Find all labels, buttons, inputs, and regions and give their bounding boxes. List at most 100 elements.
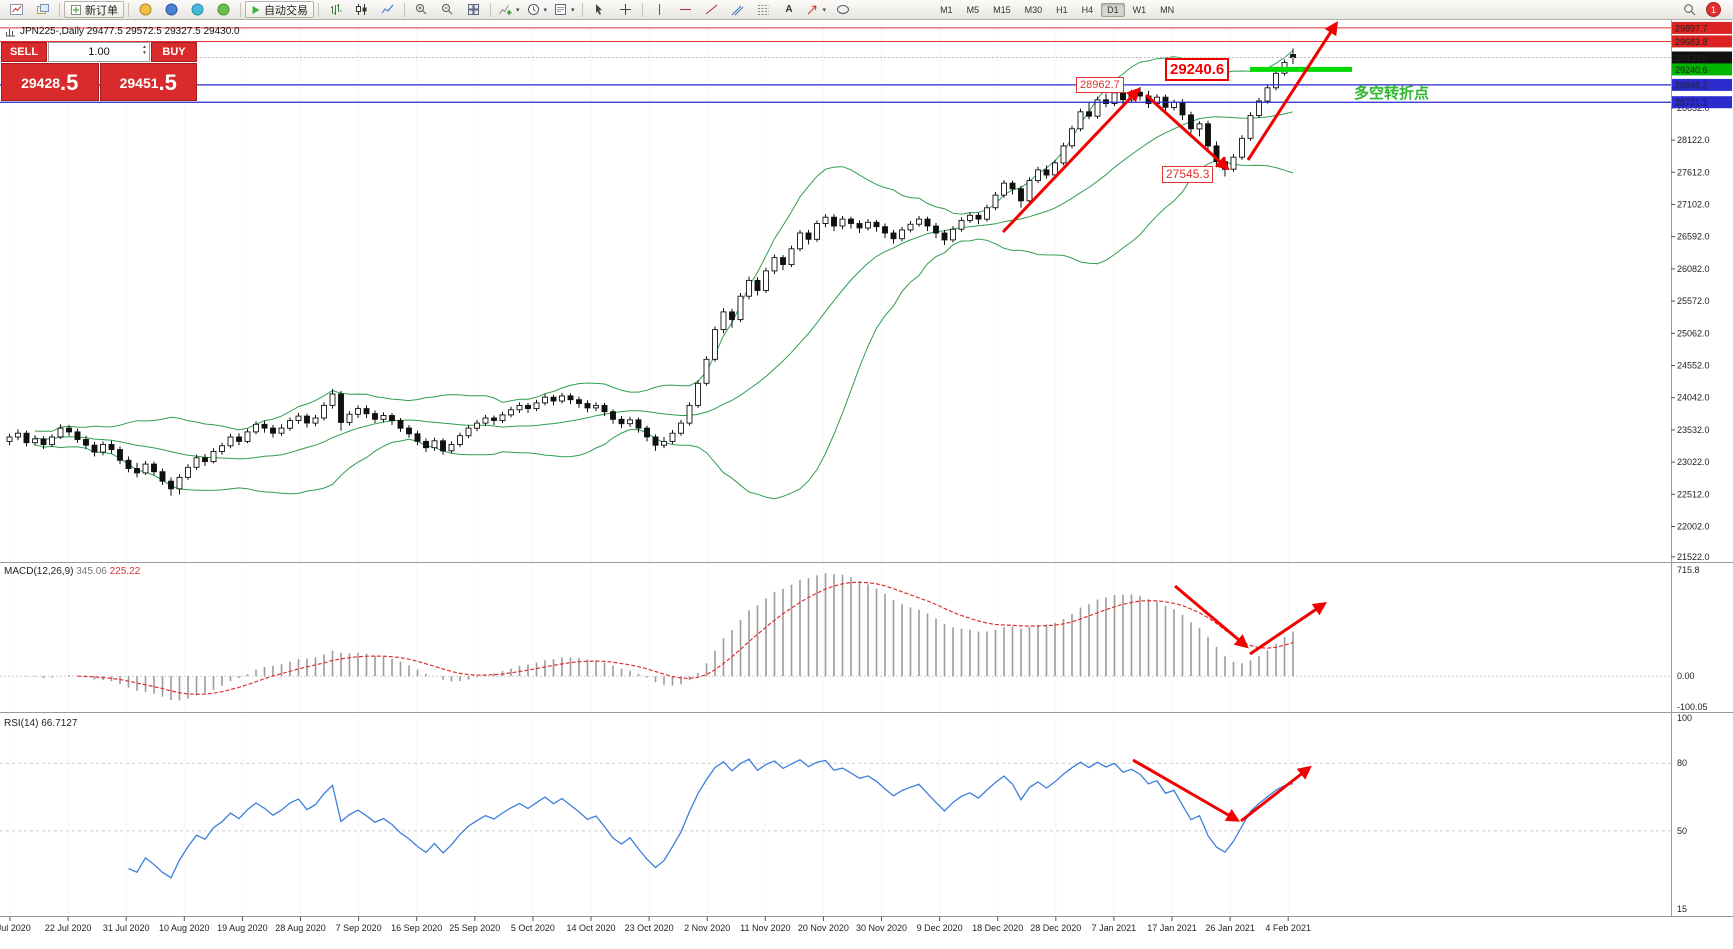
svg-text:29897.7: 29897.7 [1675,23,1708,33]
period-clock-icon[interactable]: ▾ [524,0,551,19]
arrows-tool-icon[interactable]: ▾ [803,0,830,19]
rsi-panel[interactable] [0,714,1671,916]
bar-chart-icon[interactable] [323,0,348,19]
svg-text:14 Oct 2020: 14 Oct 2020 [566,923,615,933]
vertical-line-tool-icon[interactable] [647,0,672,19]
svg-text:23 Oct 2020: 23 Oct 2020 [625,923,674,933]
chart-profiles-icon[interactable] [30,0,55,19]
svg-text:22512.0: 22512.0 [1677,489,1710,499]
sell-price[interactable]: 29428.5 [1,63,99,101]
horizontal-line-tool-icon[interactable] [673,0,698,19]
autotrade-button[interactable]: 自动交易 [245,1,314,18]
tile-windows-icon[interactable] [461,0,486,19]
svg-text:26 Jan 2021: 26 Jan 2021 [1205,923,1255,933]
buy-price-int: 29451 [119,75,159,91]
timeframe-d1[interactable]: D1 [1101,2,1125,17]
svg-text:21522.0: 21522.0 [1677,552,1710,562]
svg-text:20 Nov 2020: 20 Nov 2020 [798,923,849,933]
svg-text:18 Dec 2020: 18 Dec 2020 [972,923,1023,933]
zoom-out-icon[interactable] [435,0,460,19]
timeframe-toolbar: M1 M5 M15 M30 H1 H4 D1 W1 MN [934,2,1180,17]
svg-text:10 Aug 2020: 10 Aug 2020 [159,923,210,933]
timeframe-mn[interactable]: MN [1160,4,1175,15]
toolbar-separator [641,2,643,17]
buy-price[interactable]: 29451.5 [99,63,197,101]
volume-spinner[interactable]: ▲ ▼ [142,44,147,56]
cursor-icon[interactable] [587,0,612,19]
svg-text:22 Jul 2020: 22 Jul 2020 [45,923,92,933]
buy-price-dec: .5 [158,70,177,95]
channel-tool-icon[interactable] [725,0,750,19]
timeframe-m30[interactable]: M30 [1024,4,1043,15]
svg-text:50: 50 [1677,826,1687,836]
annotation-resistance-level[interactable]: 29240.6 [1165,58,1230,81]
toolbar-separator [59,2,60,17]
volume-input[interactable]: 1.00 ▲ ▼ [48,42,150,62]
timeframe-h4[interactable]: H4 [1081,4,1094,15]
new-order-button[interactable]: 新订单 [64,1,124,18]
svg-text:29430.0: 29430.0 [1675,53,1708,63]
macd-panel[interactable] [0,562,1671,712]
svg-text:23022.0: 23022.0 [1677,457,1710,467]
main-toolbar: 新订单 自动交易 ▾ ▾ ▾ A ▾ M1 M5 M15 M30 H1 H4 D1 W1 MN … [0,0,1733,20]
svg-text:9 Dec 2020: 9 Dec 2020 [917,923,963,933]
annotation-swing-high[interactable]: 28962.7 [1076,77,1124,93]
market-icon[interactable] [159,0,184,19]
svg-text:28122.0: 28122.0 [1677,135,1710,145]
svg-text:28721.1: 28721.1 [1675,98,1708,108]
macd-name: MACD(12,26,9) [4,566,74,577]
search-icon[interactable] [1677,0,1702,19]
timeframe-m15[interactable]: M15 [993,4,1011,15]
svg-text:-100.05: -100.05 [1677,702,1708,712]
svg-text:26592.0: 26592.0 [1677,232,1710,242]
rsi-label: RSI(14) 66.7127 [4,718,77,729]
toolbar-separator [240,2,241,17]
notification-badge[interactable]: 1 [1706,2,1721,17]
line-chart-icon[interactable] [375,0,400,19]
new-order-icon [71,4,81,15]
template-icon[interactable]: ▾ [551,0,578,19]
crosshair-icon[interactable] [613,0,638,19]
indicators-add-icon[interactable]: ▾ [495,0,523,19]
coin-icon[interactable] [133,0,158,19]
svg-text:11 Nov 2020: 11 Nov 2020 [740,923,790,933]
candlestick-icon[interactable] [349,0,374,19]
svg-text:23532.0: 23532.0 [1677,425,1710,435]
annotation-swing-low[interactable]: 27545.3 [1162,166,1214,183]
sell-price-dec: .5 [60,70,79,95]
chart-mini-icon [6,28,15,36]
price-chart[interactable]: 28632.028122.027612.027102.026592.026082… [0,20,1733,949]
svg-text:15: 15 [1677,904,1687,914]
community-icon[interactable] [211,0,236,19]
calendar-icon[interactable] [185,0,210,19]
annotation-note-cn: 多空转折点 [1354,85,1430,102]
dropdown-caret-icon: ▾ [822,6,827,14]
zoom-in-icon[interactable] [409,0,434,19]
timeframe-w1[interactable]: W1 [1132,4,1147,15]
rsi-name: RSI(14) [4,718,39,729]
sell-button[interactable]: SELL [1,42,47,62]
toolbar-separator [128,2,129,17]
timeframe-m5[interactable]: M5 [966,4,980,15]
volume-value: 1.00 [88,46,110,58]
text-tool-icon[interactable]: A [785,4,793,15]
trendline-tool-icon[interactable] [699,0,724,19]
timeframe-m1[interactable]: M1 [940,4,953,15]
timeframe-h1[interactable]: H1 [1056,4,1068,15]
buy-button[interactable]: BUY [151,42,197,62]
svg-text:28 Dec 2020: 28 Dec 2020 [1030,923,1081,933]
svg-text:5 Oct 2020: 5 Oct 2020 [511,923,555,933]
dropdown-caret-icon: ▾ [543,6,548,14]
svg-text:28 Aug 2020: 28 Aug 2020 [275,923,326,933]
new-chart-icon[interactable] [4,0,29,19]
svg-text:715.8: 715.8 [1677,565,1700,575]
svg-text:19 Aug 2020: 19 Aug 2020 [217,923,268,933]
macd-signal-value: 225.22 [109,566,141,577]
svg-text:30 Nov 2020: 30 Nov 2020 [856,923,907,933]
svg-text:3 Jul 2020: 3 Jul 2020 [0,923,31,933]
one-click-trade-panel: SELL 1.00 ▲ ▼ BUY 29428.5 29451.5 [1,42,197,101]
toolbar-separator [490,2,491,17]
svg-text:0.00: 0.00 [1677,671,1695,681]
fibonacci-tool-icon[interactable] [751,0,776,19]
shapes-tool-icon[interactable] [830,0,855,19]
